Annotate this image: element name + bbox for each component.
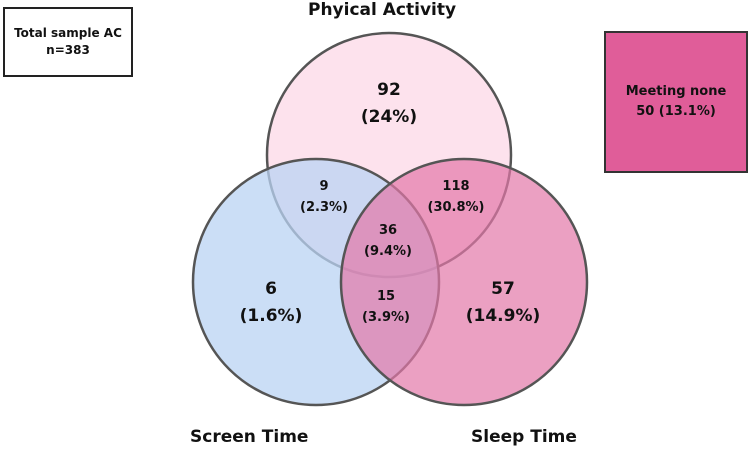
- region-pa-screen-count: 9: [319, 179, 329, 194]
- meeting-none-label: Meeting none: [625, 84, 727, 99]
- total-sample-n: n=383: [46, 43, 90, 57]
- region-all-three-percent: (9.4%): [364, 244, 412, 259]
- region-sleep-only-percent: (14.9%): [465, 306, 541, 326]
- region-screen-sleep: 15 (3.9%): [362, 286, 410, 328]
- region-pa-only-percent: (24%): [360, 107, 418, 127]
- region-pa-sleep-count: 118: [442, 179, 470, 194]
- region-pa-screen: 9 (2.3%): [300, 176, 348, 218]
- meeting-none-box: Meeting none 50 (13.1%): [604, 31, 748, 173]
- region-pa-sleep: 118 (30.8%): [428, 176, 485, 218]
- screen-time-title: Screen Time: [190, 427, 309, 447]
- physical-activity-title: Phyical Activity: [308, 0, 457, 20]
- total-sample-label: Total sample AC: [14, 26, 122, 40]
- meeting-none-value: 50 (13.1%): [636, 104, 716, 119]
- region-pa-screen-percent: (2.3%): [300, 200, 348, 215]
- region-sleep-only: 57 (14.9%): [466, 276, 541, 330]
- region-pa-only: 92 (24%): [361, 77, 417, 131]
- region-screen-only-percent: (1.6%): [239, 306, 303, 326]
- region-pa-sleep-percent: (30.8%): [427, 200, 485, 215]
- region-all-three-count: 36: [378, 223, 398, 238]
- region-screen-sleep-count: 15: [376, 289, 396, 304]
- region-all-three: 36 (9.4%): [364, 220, 412, 262]
- region-screen-only: 6 (1.6%): [240, 276, 303, 330]
- sleep-time-title: Sleep Time: [471, 427, 577, 447]
- circle-sleep-time: [339, 157, 589, 407]
- total-sample-box: Total sample AC n=383: [3, 7, 133, 77]
- region-pa-only-count: 92: [377, 80, 401, 100]
- region-screen-only-count: 6: [265, 279, 277, 299]
- region-screen-sleep-percent: (3.9%): [362, 310, 410, 325]
- region-sleep-only-count: 57: [491, 279, 515, 299]
